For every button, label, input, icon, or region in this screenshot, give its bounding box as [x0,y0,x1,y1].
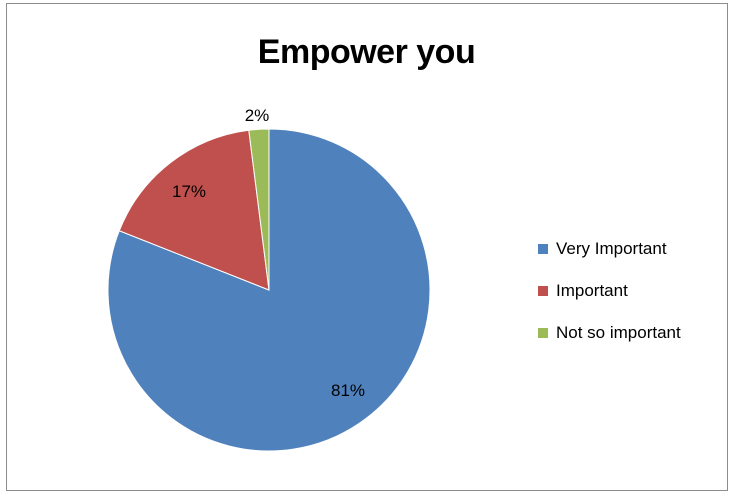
legend-swatch [538,285,548,296]
legend-label: Important [556,280,628,300]
legend-item-important: Important [538,279,681,302]
legend-item-very-important: Very Important [538,237,681,260]
pie-slice-important [118,129,270,291]
legend-label: Not so important [556,322,681,342]
pie-slice-not-so-important [248,128,270,291]
legend-swatch [538,327,548,338]
legend-item-not-so-important: Not so important [538,321,681,344]
chart-title: Empower you [257,33,476,71]
data-label-not-so-important: 2% [245,106,270,125]
legend: Very Important Important Not so importan… [538,237,681,363]
legend-label: Very Important [556,238,667,258]
data-label-important: 17% [172,182,206,201]
data-label-very-important: 81% [331,381,365,400]
legend-swatch [538,243,548,254]
